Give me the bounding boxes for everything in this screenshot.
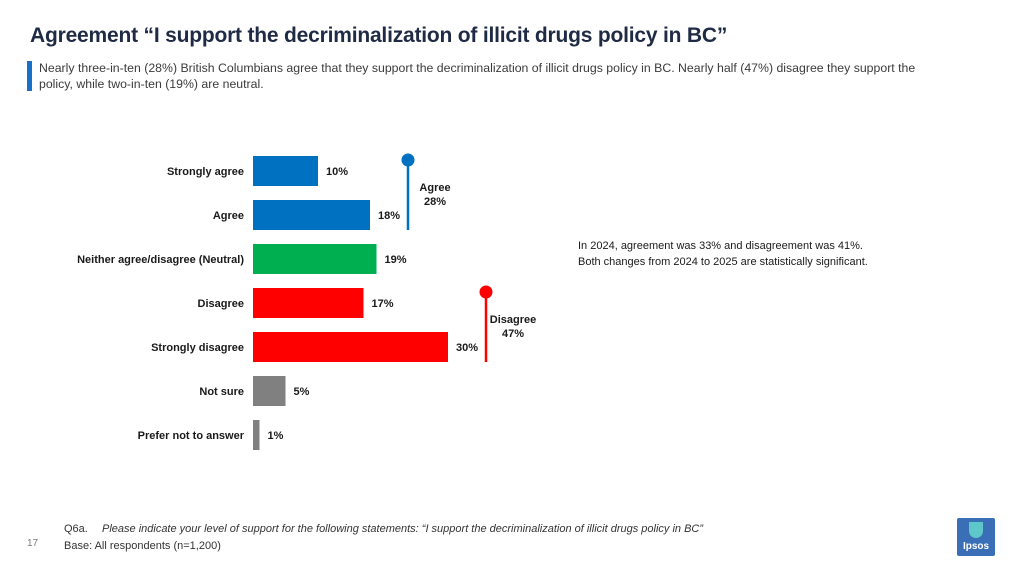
- bar: [253, 244, 377, 274]
- group-value-label: 28%: [424, 196, 446, 208]
- group-label: Disagree: [490, 314, 536, 326]
- logo-text: Ipsos: [962, 541, 990, 552]
- group-value-label: 47%: [502, 328, 524, 340]
- category-label: Strongly agree: [167, 166, 244, 178]
- ipsos-logo: Ipsos: [957, 518, 995, 556]
- trend-note-line-2: Both changes from 2024 to 2025 are stati…: [578, 256, 868, 268]
- page-title: Agreement “I support the decriminalizati…: [30, 24, 728, 47]
- value-label: 10%: [326, 166, 348, 178]
- page-subtitle: Nearly three-in-ten (28%) British Columb…: [39, 61, 916, 91]
- bar: [253, 200, 370, 230]
- bar: [253, 332, 448, 362]
- logo-swoosh-icon: [969, 522, 983, 538]
- value-label: 17%: [372, 298, 394, 310]
- subtitle-accent-bar: [27, 61, 32, 91]
- bar-chart: Strongly agree 10% Agree 18% Neither agree/d…: [77, 153, 536, 450]
- bar: [253, 420, 260, 450]
- question-id: Q6a.: [64, 523, 88, 535]
- value-label: 1%: [268, 430, 284, 442]
- question-line: Q6a. Please indicate your level of suppor…: [64, 521, 703, 538]
- question-text: Please indicate your level of support fo…: [102, 523, 704, 535]
- category-label: Disagree: [198, 298, 244, 310]
- group-bracket-dot: [401, 153, 415, 167]
- group-bracket-dot: [479, 285, 493, 299]
- trend-note-line-1: In 2024, agreement was 33% and disagreem…: [578, 240, 863, 252]
- category-label: Prefer not to answer: [138, 430, 245, 442]
- value-label: 5%: [294, 386, 310, 398]
- bar: [253, 376, 286, 406]
- category-label: Strongly disagree: [151, 342, 244, 354]
- bar: [253, 288, 364, 318]
- page-number: 17: [27, 538, 39, 549]
- group-label: Agree: [419, 182, 450, 194]
- value-label: 18%: [378, 210, 400, 222]
- trend-note: In 2024, agreement was 33% and disagreem…: [578, 238, 918, 270]
- value-label: 19%: [385, 254, 407, 266]
- category-label: Agree: [213, 210, 244, 222]
- bar: [253, 156, 318, 186]
- category-label: Not sure: [199, 386, 244, 398]
- footnote: Q6a. Please indicate your level of suppor…: [64, 521, 703, 555]
- category-label: Neither agree/disagree (Neutral): [77, 254, 244, 266]
- base-line: Base: All respondents (n=1,200): [64, 540, 221, 552]
- value-label: 30%: [456, 342, 478, 354]
